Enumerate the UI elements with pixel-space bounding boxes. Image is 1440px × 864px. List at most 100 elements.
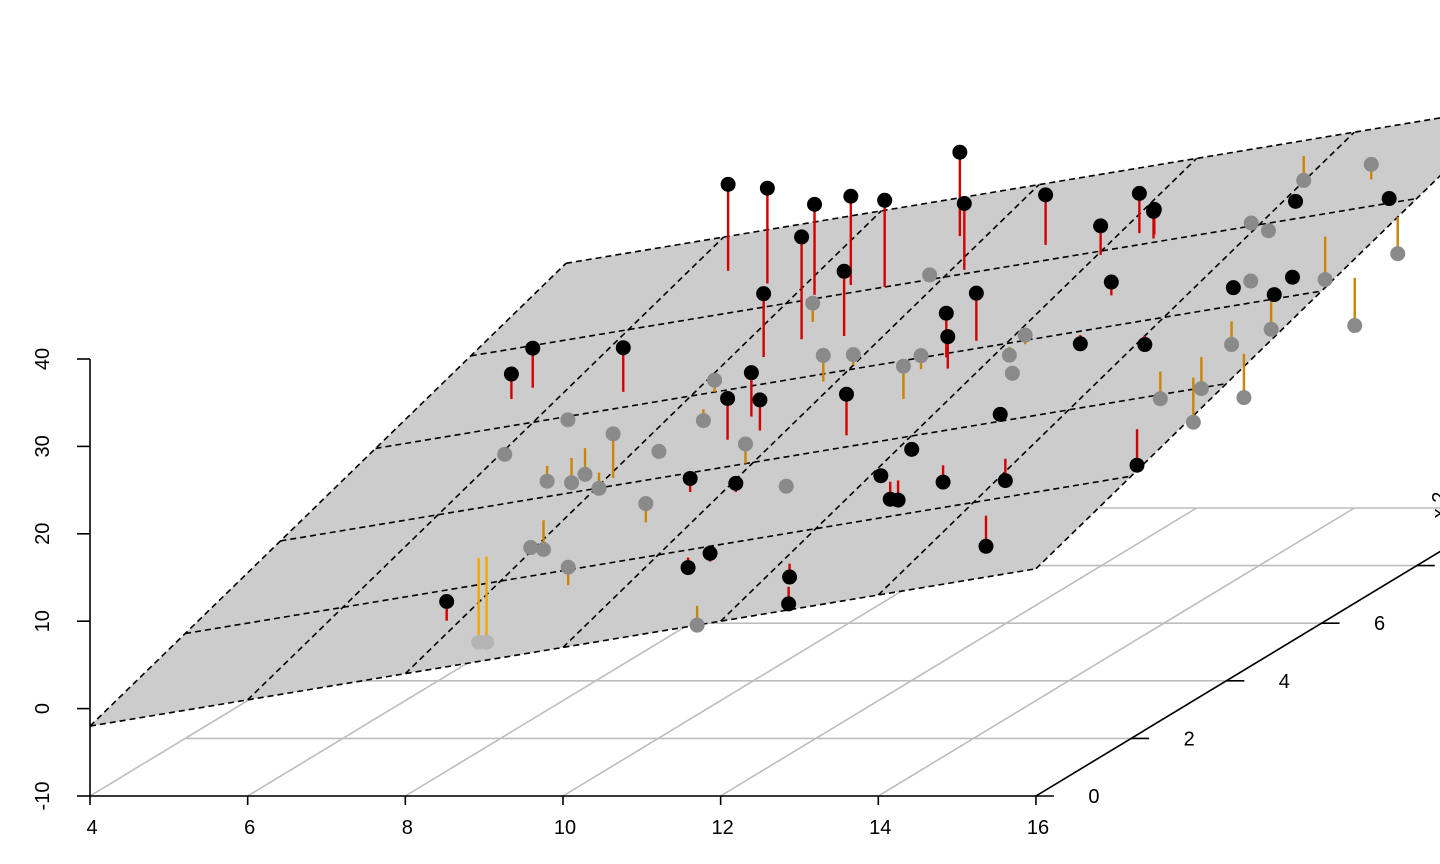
point-above-plane — [838, 386, 854, 402]
x2-axis-line — [1035, 550, 1440, 797]
plane-grid-line — [89, 262, 567, 727]
y-tick-label: -10 — [32, 782, 54, 811]
point-above-plane — [1266, 287, 1282, 303]
point-below-plane — [1236, 390, 1252, 406]
y-tick-label: 40 — [32, 348, 54, 370]
point-below-plane — [577, 466, 593, 482]
point-above-plane — [836, 263, 852, 279]
point-below-plane — [1004, 365, 1020, 381]
point-above-plane — [1146, 201, 1162, 217]
point-above-plane — [1137, 337, 1153, 353]
x2-axis-title-text: x 2 — [1429, 492, 1440, 519]
point-below-plane — [479, 634, 495, 650]
point-below-plane — [689, 617, 705, 633]
point-below-plane — [1193, 381, 1209, 397]
point-above-plane — [439, 593, 455, 609]
point-below-plane — [605, 426, 621, 442]
x2-tick-label: 2 — [1184, 728, 1195, 750]
point-above-plane — [782, 569, 798, 585]
point-above-plane — [968, 285, 984, 301]
fitted-plane — [89, 117, 1440, 727]
point-above-plane — [1129, 457, 1145, 473]
x1-tick-label: 8 — [402, 817, 413, 839]
point-above-plane — [1038, 187, 1054, 203]
point-below-plane — [815, 347, 831, 363]
point-below-plane — [539, 473, 555, 489]
point-below-plane — [523, 540, 539, 556]
point-below-plane — [1390, 246, 1406, 262]
point-below-plane — [497, 446, 513, 462]
point-below-plane — [1263, 321, 1279, 337]
point-below-plane — [1243, 215, 1259, 231]
plane-surface — [90, 117, 1440, 727]
point-below-plane — [695, 413, 711, 429]
point-above-plane — [680, 560, 696, 576]
plane-grid-line — [562, 184, 1040, 648]
x2-axis-title: x 2 — [1429, 492, 1440, 519]
x2-tick-label: 4 — [1279, 671, 1290, 693]
point-below-plane — [707, 372, 723, 388]
point-below-plane — [536, 542, 552, 557]
point-below-plane — [560, 412, 576, 428]
point-above-plane — [1131, 185, 1147, 201]
point-above-plane — [752, 392, 768, 408]
point-below-plane — [651, 443, 667, 459]
point-above-plane — [794, 229, 810, 245]
point-below-plane — [845, 347, 861, 363]
point-above-plane — [615, 340, 631, 356]
point-below-plane — [564, 475, 580, 491]
point-above-plane — [720, 176, 736, 192]
x1-tick-label: 10 — [554, 817, 576, 839]
point-above-plane — [1288, 193, 1304, 209]
point-below-plane — [1243, 273, 1259, 289]
point-above-plane — [978, 538, 994, 554]
point-above-plane — [1284, 269, 1300, 285]
point-above-plane — [720, 390, 736, 406]
point-above-plane — [938, 305, 954, 321]
point-below-plane — [895, 358, 911, 374]
point-above-plane — [682, 470, 698, 486]
plane-grid-line — [877, 131, 1355, 596]
y-tick-label: 0 — [32, 703, 54, 714]
point-below-plane — [1347, 318, 1363, 334]
y-tick-label: 10 — [32, 610, 54, 632]
point-above-plane — [952, 144, 968, 160]
point-above-plane — [992, 406, 1008, 422]
point-below-plane — [1017, 327, 1033, 343]
floor-grid-line — [1035, 550, 1440, 797]
point-above-plane — [890, 492, 906, 508]
x1-tick-label: 4 — [86, 817, 97, 839]
point-above-plane — [877, 192, 893, 208]
point-below-plane — [1185, 414, 1201, 430]
point-below-plane — [1317, 272, 1333, 288]
point-below-plane — [737, 436, 753, 452]
point-above-plane — [843, 188, 859, 204]
point-below-plane — [1260, 223, 1276, 239]
x1-tick-label: 6 — [244, 817, 255, 839]
point-above-plane — [1072, 336, 1088, 352]
plane-grid-line — [247, 236, 725, 701]
point-above-plane — [781, 596, 797, 612]
point-above-plane — [756, 286, 772, 302]
point-below-plane — [1224, 337, 1240, 353]
point-above-plane — [807, 196, 823, 212]
point-above-plane — [1381, 191, 1397, 207]
point-above-plane — [1093, 218, 1109, 234]
point-below-plane — [638, 496, 654, 512]
point-below-plane — [1363, 156, 1379, 172]
point-above-plane — [873, 468, 889, 484]
point-above-plane — [940, 329, 956, 345]
point-above-plane — [956, 196, 972, 212]
point-above-plane — [728, 475, 744, 491]
point-above-plane — [904, 441, 920, 457]
x2-tick-label: 0 — [1088, 786, 1099, 808]
point-above-plane — [759, 180, 775, 196]
point-below-plane — [1001, 347, 1017, 363]
point-above-plane — [997, 473, 1013, 489]
point-below-plane — [560, 559, 576, 575]
point-above-plane — [503, 366, 519, 382]
point-below-plane — [922, 267, 938, 283]
point-above-plane — [743, 365, 759, 381]
floor-grid-line — [877, 507, 1355, 797]
